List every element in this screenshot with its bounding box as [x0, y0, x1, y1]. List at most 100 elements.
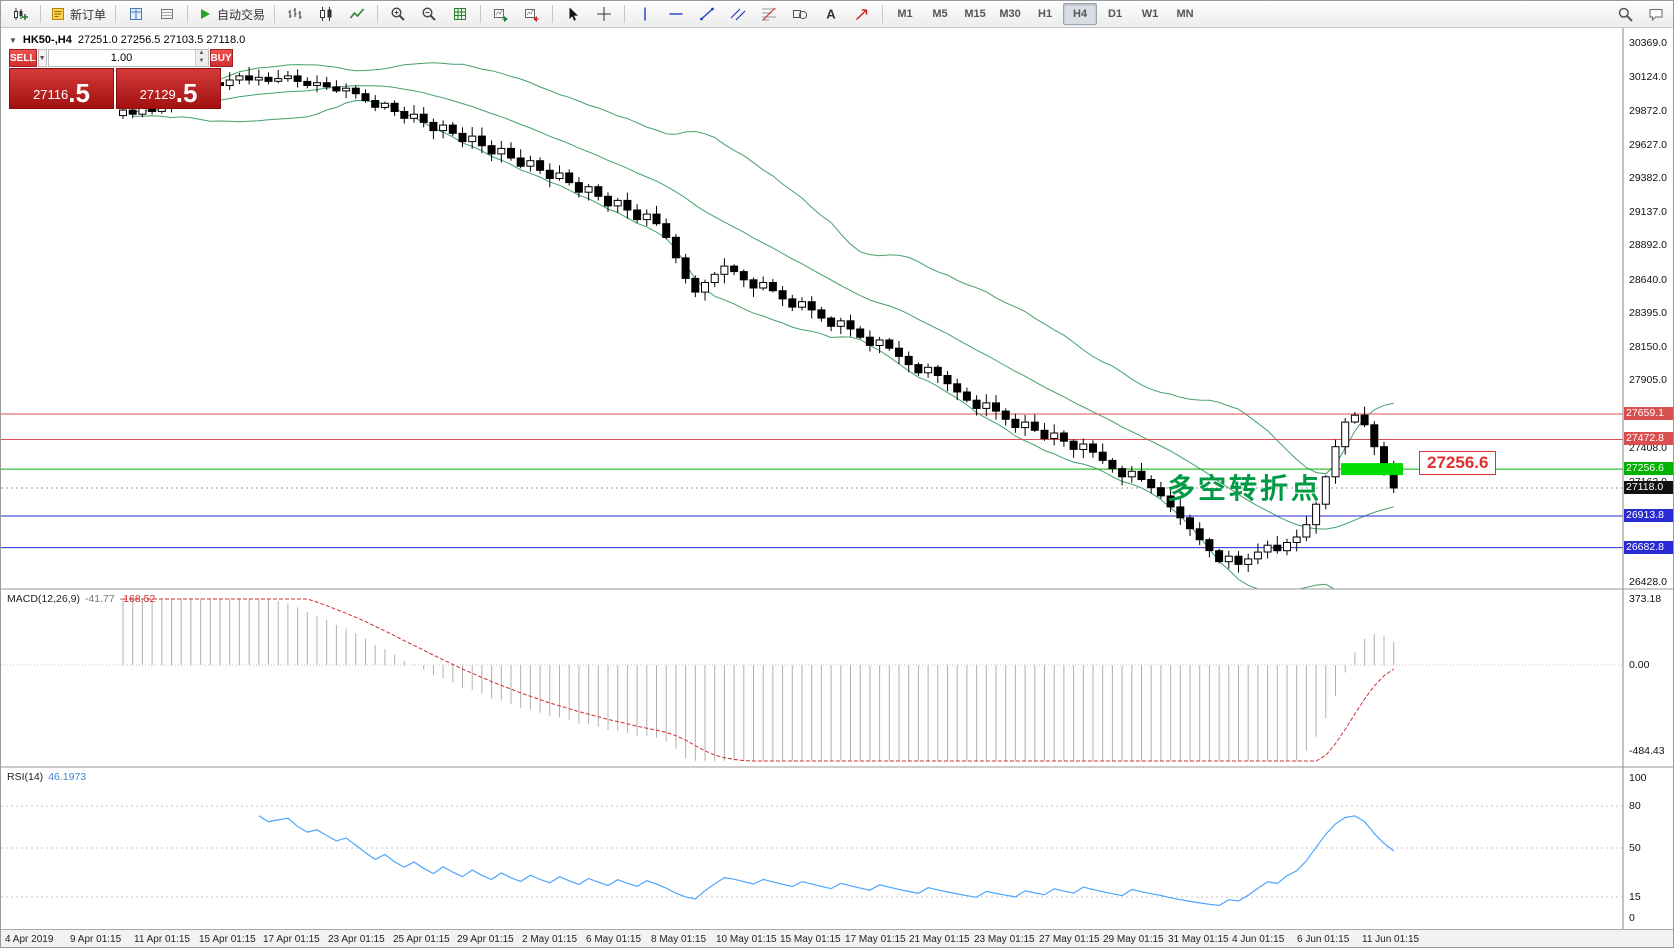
price-axis-label-27408.0: 27408.0	[1629, 442, 1667, 454]
panel-collapse-icon[interactable]: ▼	[9, 35, 17, 45]
candles-chart-button[interactable]	[311, 2, 341, 26]
trendline-button[interactable]	[692, 2, 722, 26]
time-label-15: 21 May 01:15	[909, 934, 970, 945]
rsi-panel	[1, 805, 1623, 907]
bollinger-middle-band	[132, 85, 1394, 530]
svg-text:A: A	[826, 7, 836, 22]
autotrade-button[interactable]: 自动交易	[193, 2, 269, 26]
candlesticks	[119, 66, 1398, 573]
channel-button[interactable]	[723, 2, 753, 26]
price-callout-label[interactable]: 27256.6	[1419, 451, 1497, 475]
chart-area: ▼ HK50-,H4 27251.0 27256.5 27103.5 27118…	[1, 28, 1674, 948]
terminal-button[interactable]	[152, 2, 182, 26]
arrows-button[interactable]	[847, 2, 877, 26]
buy-price-main: 27129	[139, 87, 176, 102]
bars-icon	[288, 8, 302, 19]
chat-icon	[1649, 9, 1663, 22]
sell-price-fraction: .5	[68, 78, 90, 109]
toolbar-separator	[552, 5, 554, 23]
cursor-button[interactable]	[558, 2, 588, 26]
auto-scroll-icon	[494, 9, 508, 22]
bars-chart-button[interactable]	[280, 2, 310, 26]
price-tag-26682.8: 26682.8	[1624, 541, 1673, 554]
cursor-icon	[569, 7, 579, 21]
new-chart-icon	[14, 8, 28, 20]
time-label-7: 25 Apr 01:15	[393, 934, 450, 945]
candles-icon	[320, 7, 332, 21]
timeframe-h1-button[interactable]: H1	[1038, 8, 1053, 20]
time-label-16: 23 May 01:15	[974, 934, 1035, 945]
crosshair-button[interactable]	[589, 2, 619, 26]
timeframe-m30-button[interactable]: M30	[999, 8, 1021, 20]
trendline-icon	[700, 7, 714, 21]
sell-price-button[interactable]: 27116 .5	[9, 68, 114, 109]
buy-button[interactable]: BUY	[209, 49, 233, 67]
new-order-button[interactable]: 新订单	[46, 2, 110, 26]
zoom-in-icon	[391, 7, 405, 21]
toolbar-separator	[480, 5, 482, 23]
new-chart-button[interactable]	[5, 2, 35, 26]
rsi-name: RSI(14)	[7, 771, 44, 783]
rsi-axis-label-15: 15	[1629, 891, 1641, 903]
time-label-17: 27 May 01:15	[1039, 934, 1100, 945]
toolbar-separator	[115, 5, 117, 23]
volume-down-button[interactable]: ▼	[195, 58, 208, 66]
time-label-6: 23 Apr 01:15	[328, 934, 385, 945]
vertical-line-button[interactable]	[630, 2, 660, 26]
grid-green-icon	[454, 8, 467, 20]
time-label-12: 10 May 01:15	[716, 934, 777, 945]
one-click-trade-panel: SELL ▼ ▲ ▼ BUY 27116 .5 27129	[9, 49, 233, 109]
buy-price-fraction: .5	[175, 78, 198, 109]
shapes-icon	[793, 10, 808, 20]
timeframe-m5-button[interactable]: M5	[932, 8, 948, 20]
timeframe-d1-button[interactable]: D1	[1108, 8, 1123, 20]
price-axis-label-28640.0: 28640.0	[1629, 274, 1667, 286]
bollinger-upper-band	[132, 62, 1394, 475]
volume-input[interactable]	[48, 50, 195, 66]
time-label-19: 31 May 01:15	[1168, 934, 1229, 945]
time-label-13: 15 May 01:15	[780, 934, 841, 945]
zoom-out-button[interactable]	[414, 2, 444, 26]
time-label-5: 17 Apr 01:15	[263, 934, 320, 945]
time-label-9: 2 May 01:15	[522, 934, 578, 945]
time-label-14: 17 May 01:15	[845, 934, 906, 945]
timeframe-h4-button[interactable]: H4	[1063, 3, 1098, 25]
highlight-rectangle[interactable]	[1341, 463, 1403, 476]
fibonacci-button[interactable]	[754, 2, 784, 26]
timeframe-w1-button[interactable]: W1	[1141, 8, 1159, 20]
text-button[interactable]: A	[816, 2, 846, 26]
zoom-out-icon	[422, 7, 436, 21]
zoom-in-button[interactable]	[383, 2, 413, 26]
timeframe-mn-button[interactable]: MN	[1176, 8, 1194, 20]
search-button[interactable]	[1610, 2, 1640, 26]
price-axis-label-27905.0: 27905.0	[1629, 374, 1667, 386]
price-axis-label-26428.0: 26428.0	[1629, 576, 1667, 588]
terminal-icon	[161, 9, 174, 19]
line-chart-button[interactable]	[342, 2, 372, 26]
chat-button[interactable]	[1641, 2, 1671, 26]
market-watch-button[interactable]	[121, 2, 151, 26]
price-axis-label-30369.0: 30369.0	[1629, 37, 1667, 49]
chart-text-annotation[interactable]: 多空转折点	[1167, 473, 1323, 504]
auto-scroll-button[interactable]	[486, 2, 516, 26]
time-label-11: 8 May 01:15	[651, 934, 707, 945]
volume-up-button[interactable]: ▲	[195, 50, 208, 58]
timeframe-m1-button[interactable]: M1	[897, 8, 913, 20]
time-label-21: 6 Jun 01:15	[1297, 934, 1350, 945]
channel-icon	[730, 8, 746, 21]
chart-shift-button[interactable]	[517, 2, 547, 26]
shapes-button[interactable]	[785, 2, 815, 26]
time-label-10: 6 May 01:15	[586, 934, 642, 945]
indicators-button[interactable]	[445, 2, 475, 26]
buy-price-button[interactable]: 27129 .5	[116, 68, 221, 109]
macd-axis-label-373.18: 373.18	[1629, 593, 1662, 605]
timeframe-m15-button[interactable]: M15	[964, 8, 986, 20]
rsi-axis-label-80: 80	[1629, 800, 1641, 812]
horizontal-line-button[interactable]	[661, 2, 691, 26]
chart-canvas[interactable]	[1, 28, 1674, 948]
new-order-icon	[52, 8, 64, 20]
macd-main-value: -41.77	[84, 593, 115, 605]
rsi-value: 46.1973	[48, 771, 87, 783]
sell-button[interactable]: SELL	[9, 49, 37, 67]
order-options-dropdown[interactable]: ▼	[37, 49, 47, 67]
